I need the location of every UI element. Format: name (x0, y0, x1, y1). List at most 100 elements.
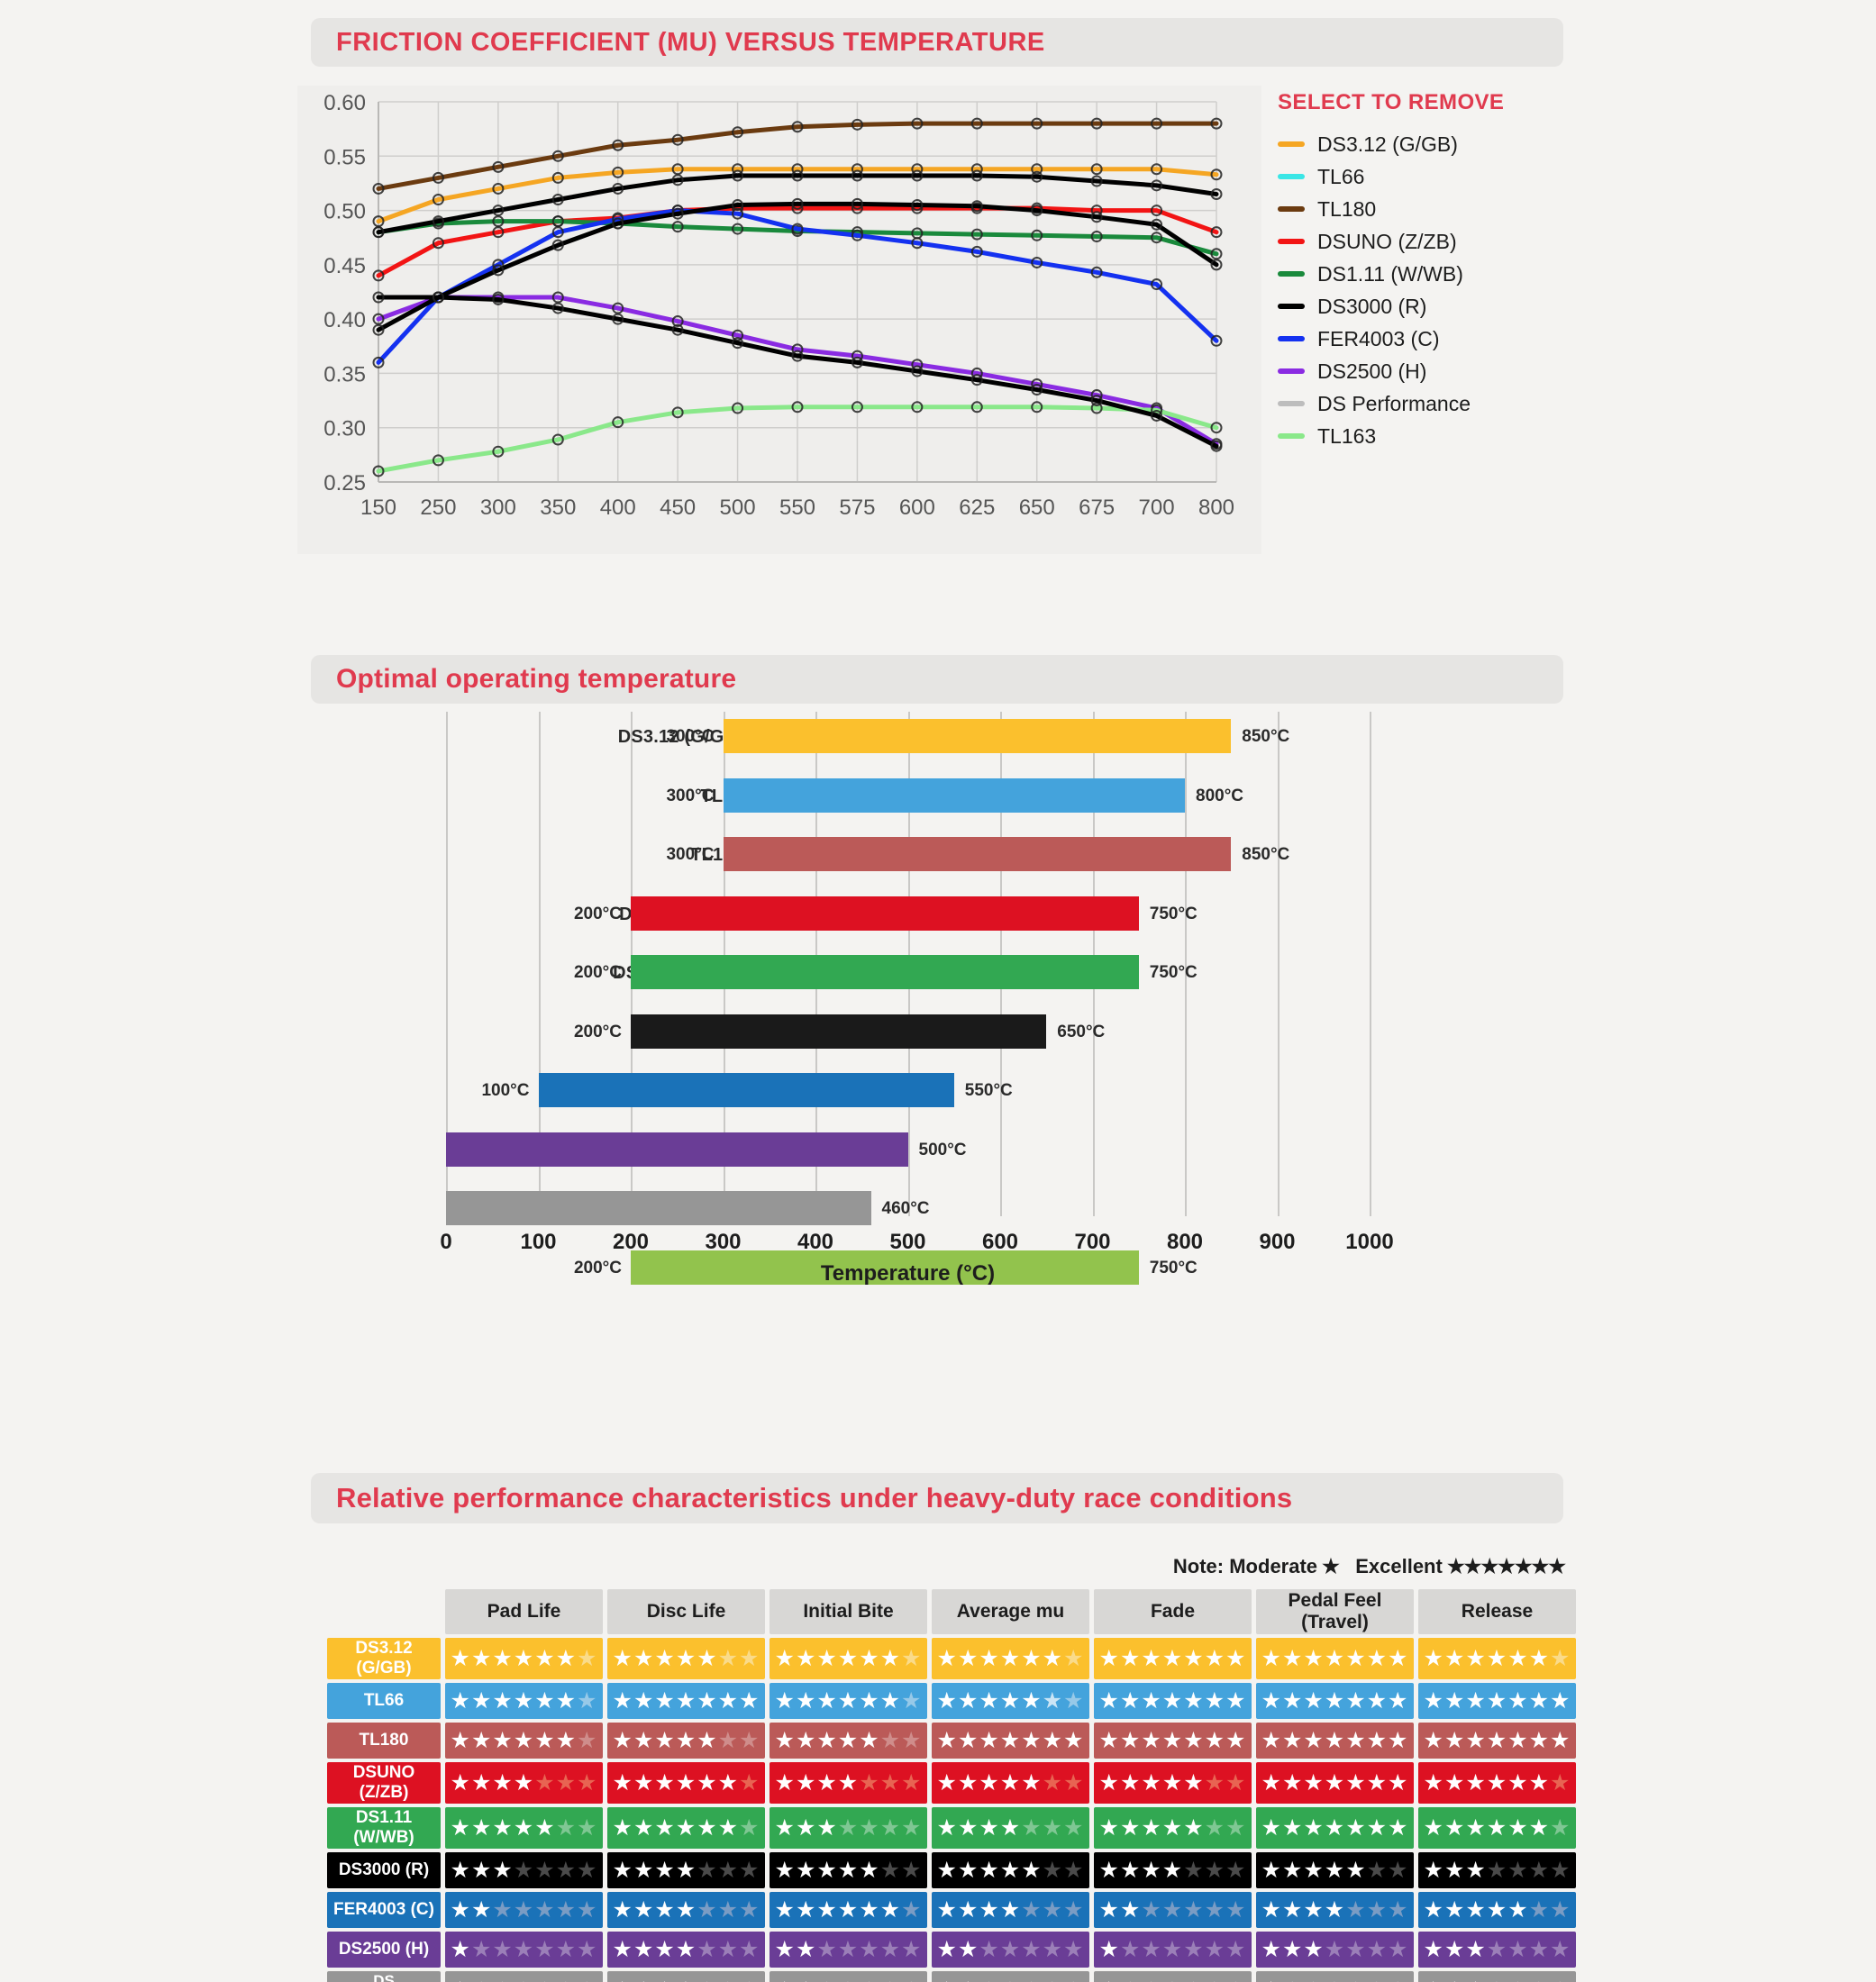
rating-star: ★ (1119, 1937, 1142, 1962)
rating-star: ★ (1366, 1728, 1389, 1753)
rating-star: ★ (633, 1858, 655, 1883)
rating-star: ★ (1183, 1897, 1205, 1923)
rating-cell: ★★★★★★★ (607, 1762, 765, 1804)
temperature-range-bar[interactable] (631, 1014, 1047, 1049)
svg-text:300: 300 (480, 496, 516, 520)
rating-cell: ★★★★★★★ (445, 1932, 603, 1968)
rating-star: ★ (957, 1858, 979, 1883)
temperature-range-bar[interactable] (631, 955, 1139, 989)
temperature-range-bar[interactable] (723, 719, 1232, 753)
rating-star: ★ (470, 1770, 493, 1796)
sp (1339, 1555, 1355, 1577)
temperature-range-bar[interactable] (723, 777, 1185, 813)
rating-star: ★ (1141, 1688, 1162, 1714)
rating-star: ★ (837, 1646, 860, 1671)
rating-cell: ★★★★★★★ (932, 1762, 1089, 1804)
rating-cell: ★★★★★★★ (1418, 1852, 1576, 1888)
temperature-range-bar[interactable] (723, 837, 1232, 871)
temperature-range-bar[interactable] (631, 896, 1139, 931)
legend-item-tl163[interactable]: TL163 (1278, 420, 1566, 452)
legend-item-fer4003-c[interactable]: FER4003 (C) (1278, 323, 1566, 355)
temperature-range-bar[interactable] (446, 1132, 908, 1167)
rating-star: ★ (901, 1858, 923, 1883)
row-label-dsuno-z-zb[interactable]: DSUNO (Z/ZB) (327, 1762, 441, 1804)
rating-cell: ★★★★★★★ (445, 1723, 603, 1759)
rating-star: ★ (555, 1815, 578, 1841)
rating-star: ★ (1507, 1815, 1529, 1841)
row-label-fer4003-c[interactable]: FER4003 (C) (327, 1892, 441, 1928)
rating-star: ★ (492, 1728, 514, 1753)
temperature-range-bar[interactable] (631, 1250, 1139, 1285)
rating-cell: ★★★★★★★ (932, 1807, 1089, 1849)
rating-star: ★ (451, 1977, 471, 1982)
rating-star: ★ (1063, 1937, 1085, 1962)
rating-star: ★ (739, 1688, 760, 1714)
bar-gridline (1370, 712, 1371, 1216)
legend-item-dsuno-z-zb[interactable]: DSUNO (Z/ZB) (1278, 225, 1566, 258)
rating-star: ★ (675, 1770, 697, 1796)
rating-star: ★ (1042, 1688, 1064, 1714)
bar-chart-row[interactable]: DS2500 (H)500°C (297, 1132, 1577, 1167)
bar-chart-row[interactable]: TL180 300°C 850°C (297, 837, 1577, 871)
table-row: DSUNO (Z/ZB) ★★★★★★★ ★★★★★★★ ★★★★★★★ ★★★★★★★… (327, 1762, 1576, 1804)
rating-cell: ★★★★★★★ (770, 1807, 927, 1849)
temperature-range-bar[interactable] (446, 1191, 871, 1225)
rating-cell: ★★★★★★★ (607, 1807, 765, 1849)
rating-star: ★ (1161, 1815, 1184, 1841)
row-label-ds3000-r[interactable]: DS3000 (R) (327, 1852, 441, 1888)
rating-star: ★ (901, 1646, 923, 1671)
rating-star: ★ (1261, 1770, 1282, 1796)
rating-star: ★ (555, 1646, 578, 1671)
legend-item-ds3000-r[interactable]: DS3000 (R) (1278, 290, 1566, 323)
rating-star: ★ (796, 1977, 816, 1982)
rating-cell: ★★★★★★★ (445, 1638, 603, 1679)
rating-star: ★ (1507, 1897, 1529, 1923)
rating-star: ★ (774, 1688, 796, 1714)
row-label-ds2500-h[interactable]: DS2500 (H) (327, 1932, 441, 1968)
row-label-ds1-11-w-wb[interactable]: DS1.11 (W/WB) (327, 1807, 441, 1849)
rating-star: ★ (1486, 1646, 1508, 1671)
column-header-pad-life: Pad Life (445, 1589, 603, 1634)
row-label-tl180[interactable]: TL180 (327, 1723, 441, 1759)
bar-chart-row[interactable]: DS3.12 (G/GB) 300°C 850°C (297, 719, 1577, 753)
rating-star: ★ (1000, 1977, 1021, 1982)
row-label-tl66[interactable]: TL66 (327, 1683, 441, 1719)
svg-text:0.25: 0.25 (323, 471, 366, 496)
rating-star: ★ (795, 1937, 817, 1962)
legend-item-ds3-12-g-gb[interactable]: DS3.12 (G/GB) (1278, 128, 1566, 160)
row-label-ds3-12-g-gb[interactable]: DS3.12 (G/GB) (327, 1638, 441, 1679)
rating-star: ★ (654, 1977, 675, 1982)
rating-cell: ★★★★★★★ (932, 1892, 1089, 1928)
bar-low-temp-label: 300°C (666, 786, 715, 805)
rating-star: ★ (556, 1977, 577, 1982)
rating-star: ★ (1261, 1815, 1282, 1841)
temperature-range-bar[interactable] (538, 1073, 954, 1107)
bar-chart-row[interactable]: DS Performance460°C (297, 1191, 1577, 1225)
rating-cell: ★★★★★★★ (1094, 1683, 1252, 1719)
row-label-ds-performance[interactable]: DS Performance (327, 1971, 441, 1982)
rating-star: ★ (1423, 1728, 1444, 1753)
rating-star: ★ (936, 1897, 958, 1923)
rating-star: ★ (1063, 1977, 1084, 1982)
rating-cell: ★★★★★★★ (932, 1723, 1089, 1759)
rating-star: ★ (654, 1937, 676, 1962)
legend-item-tl180[interactable]: TL180 (1278, 193, 1566, 225)
rating-star: ★ (1345, 1815, 1367, 1841)
bar-chart-row[interactable]: TL66 300°C 800°C (297, 777, 1577, 813)
friction-line-chart: 0.25 0.30 0.35 0.40 0.45 0.50 0.55 0.60 150 250 30… (297, 86, 1261, 554)
rating-star: ★ (1261, 1897, 1282, 1923)
rating-star: ★ (739, 1815, 760, 1841)
rating-star: ★ (1099, 1977, 1120, 1982)
legend-item-ds-performance[interactable]: DS Performance (1278, 387, 1566, 420)
legend-item-tl66[interactable]: TL66 (1278, 160, 1566, 193)
legend-item-ds2500-h[interactable]: DS2500 (H) (1278, 355, 1566, 387)
rating-star: ★ (816, 1977, 837, 1982)
rating-star: ★ (958, 1977, 979, 1982)
legend-item-ds1-11-w-wb[interactable]: DS1.11 (W/WB) (1278, 258, 1566, 290)
rating-star: ★ (534, 1897, 556, 1923)
